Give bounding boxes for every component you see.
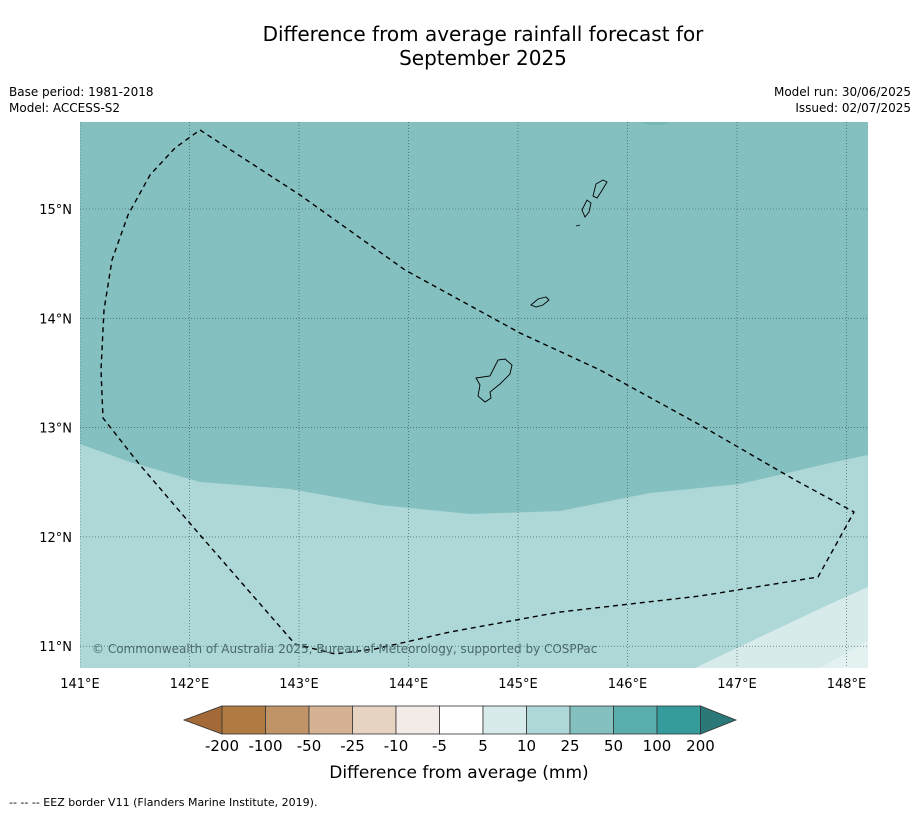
colorbar-tick-label: -25 bbox=[340, 737, 365, 755]
copyright-notice: © Commonwealth of Australia 2025, Bureau… bbox=[92, 642, 597, 656]
colorbar-tick-label: 10 bbox=[517, 737, 536, 755]
lat-tick-label: 11°N bbox=[39, 640, 72, 655]
colorbar-swatch bbox=[656, 705, 701, 735]
region-5-10 bbox=[695, 587, 868, 668]
lat-tick-label: 14°N bbox=[39, 312, 72, 327]
colorbar-title: Difference from average (mm) bbox=[329, 763, 588, 783]
eez-border bbox=[100, 129, 855, 655]
colorbar-swatch bbox=[526, 705, 571, 735]
lon-tick-label: 148°E bbox=[827, 677, 867, 692]
colorbar-swatch bbox=[352, 705, 397, 735]
colorbar-tick-label: -50 bbox=[297, 737, 322, 755]
colorbar-tick-label: 25 bbox=[560, 737, 579, 755]
colorbar-arrow-low bbox=[182, 705, 223, 735]
lat-tick-label: 15°N bbox=[39, 203, 72, 218]
colorbar-tick-label: -200 bbox=[205, 737, 239, 755]
island-rota bbox=[530, 296, 550, 308]
axis-labels: 141°E 142°E 143°E 144°E 145°E 146°E 147°E 148°E… bbox=[39, 203, 866, 692]
lon-tick-label: 147°E bbox=[717, 677, 757, 692]
colorbar-tick-label: 50 bbox=[604, 737, 623, 755]
colorbar-swatch bbox=[221, 705, 266, 735]
lon-tick-label: 144°E bbox=[389, 677, 429, 692]
lat-tick-label: 12°N bbox=[39, 531, 72, 546]
lon-tick-label: 142°E bbox=[170, 677, 210, 692]
islands bbox=[475, 179, 608, 403]
colorbar-swatch bbox=[439, 705, 484, 735]
region-5-10-lighter bbox=[820, 641, 868, 668]
chart-title: Difference from average rainfall forecas… bbox=[0, 22, 919, 70]
colorbar-swatch bbox=[569, 705, 614, 735]
colorbar-tick-label: -5 bbox=[432, 737, 447, 755]
island-tinian bbox=[581, 199, 592, 218]
eez-legend-note: -- -- -- EEZ border V11 (Flanders Marine… bbox=[9, 796, 318, 809]
colorbar: -200 -100 -50 -25 -10 -5 5 10 25 50 100 200 bbox=[182, 705, 738, 755]
title-line-1: Difference from average rainfall forecas… bbox=[262, 22, 704, 46]
lon-tick-label: 143°E bbox=[279, 677, 319, 692]
colorbar-swatch bbox=[265, 705, 310, 735]
base-period: Base period: 1981-2018 bbox=[9, 85, 154, 99]
meta-right: Model run: 30/06/2025 Issued: 02/07/2025 bbox=[774, 84, 911, 116]
colorbar-tick-label: 5 bbox=[478, 737, 488, 755]
lon-tick-label: 145°E bbox=[498, 677, 538, 692]
map-figure: © Commonwealth of Australia 2025, Bureau… bbox=[39, 122, 868, 783]
title-line-2: September 2025 bbox=[399, 46, 567, 70]
island-guam bbox=[475, 358, 513, 403]
gridlines bbox=[80, 122, 868, 668]
colorbar-tick-label: 100 bbox=[643, 737, 672, 755]
colorbar-swatch bbox=[613, 705, 658, 735]
model-run: Model run: 30/06/2025 bbox=[773, 85, 911, 99]
map-area: © Commonwealth of Australia 2025, Bureau… bbox=[80, 122, 868, 668]
colorbar-swatch bbox=[395, 705, 440, 735]
lon-tick-label: 146°E bbox=[608, 677, 648, 692]
contour-patch bbox=[641, 122, 669, 125]
colorbar-swatch bbox=[308, 705, 353, 735]
colorbar-tick-label: -100 bbox=[248, 737, 282, 755]
lon-tick-label: 141°E bbox=[60, 677, 100, 692]
model-name: Model: ACCESS-S2 bbox=[9, 101, 121, 115]
island-saipan bbox=[592, 179, 608, 199]
meta-left: Base period: 1981-2018 Model: ACCESS-S2 bbox=[9, 84, 154, 116]
colorbar-swatch bbox=[482, 705, 527, 735]
colorbar-arrow-high bbox=[700, 705, 738, 735]
island-aguijan bbox=[575, 224, 581, 227]
colorbar-tick-label: -10 bbox=[384, 737, 409, 755]
lat-tick-label: 13°N bbox=[39, 422, 72, 437]
colorbar-tick-label: 200 bbox=[686, 737, 715, 755]
issued-date: Issued: 02/07/2025 bbox=[795, 101, 911, 115]
